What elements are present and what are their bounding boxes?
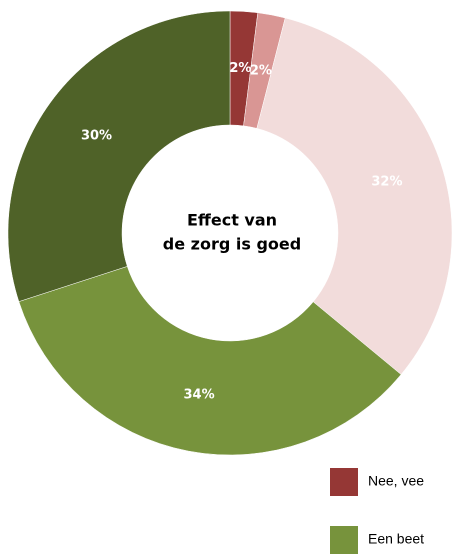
center-title: de zorg is goed [163, 235, 301, 254]
legend-swatch [330, 526, 358, 554]
legend-label: Een beet [368, 531, 424, 547]
data-label: 32% [371, 175, 402, 190]
donut-slice [256, 17, 453, 375]
center-title: Effect van [187, 211, 277, 230]
data-label: 2% [229, 61, 251, 76]
legend-label: Nee, vee [368, 473, 424, 489]
donut-slice [7, 10, 231, 302]
donut-slice [18, 266, 402, 456]
data-label: 30% [81, 129, 112, 144]
data-label: 2% [250, 63, 272, 78]
legend-swatch [330, 468, 358, 496]
data-label: 34% [184, 388, 215, 403]
